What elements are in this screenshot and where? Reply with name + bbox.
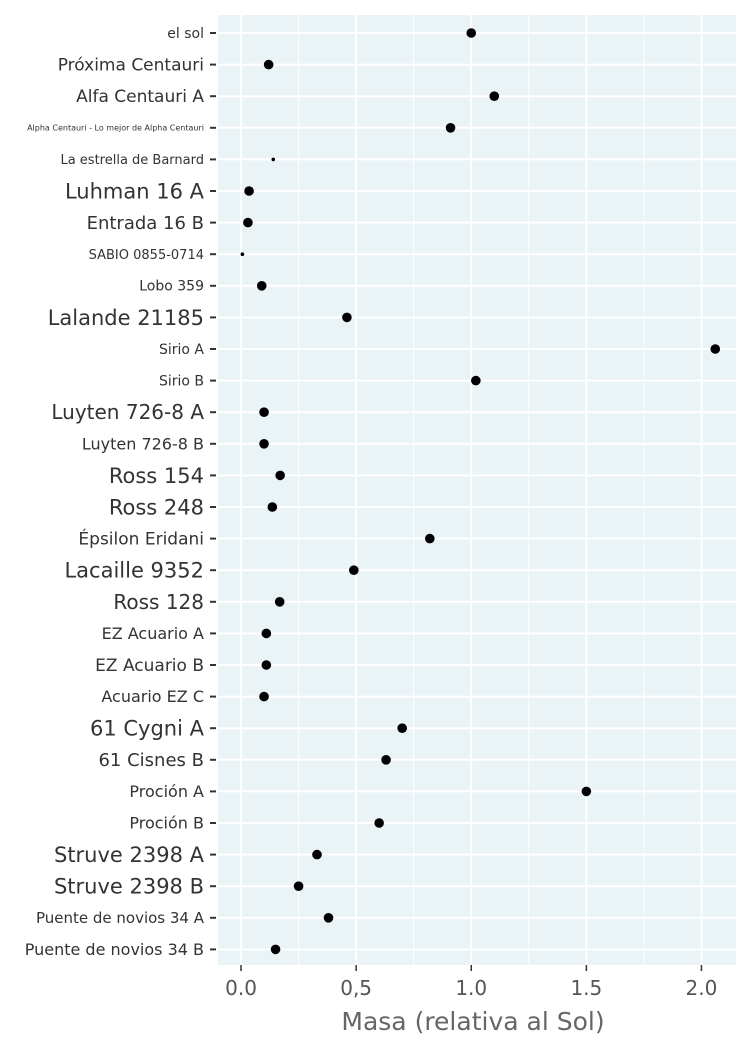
y-tick-label: Lalande 21185 [48, 306, 204, 330]
data-point [312, 849, 322, 860]
data-point [581, 786, 592, 797]
y-tick-label: Sirio A [159, 342, 204, 358]
y-tick-label: Lacaille 9352 [64, 559, 204, 583]
y-tick-label: SABIO 0855-0714 [89, 248, 204, 263]
x-tick-label: 1.5 [570, 976, 602, 1000]
data-point [425, 533, 435, 544]
data-point [381, 755, 391, 765]
x-tick-label: 0,5 [340, 976, 372, 1000]
y-tick-label: Proción A [129, 782, 204, 801]
data-point [261, 628, 272, 639]
y-tick-label: el sol [167, 26, 204, 42]
y-tick-label: Próxima Centauri [58, 56, 204, 76]
data-point [259, 407, 269, 418]
y-tick-label: Puente de novios 34 A [36, 909, 205, 927]
y-tick-label: EZ Acuario B [95, 656, 204, 676]
data-point [271, 157, 276, 162]
data-point [259, 691, 269, 702]
data-point [243, 217, 253, 228]
data-point [471, 375, 481, 386]
y-tick-label: Luyten 726-8 B [82, 434, 204, 453]
grid-lines [218, 15, 736, 965]
data-point [240, 252, 245, 256]
data-point [267, 502, 278, 512]
data-point [293, 881, 304, 891]
y-axis: el sol Próxima Centauri Alfa Centauri A Alp… [25, 26, 216, 959]
y-tick-label: Luhman 16 A [65, 179, 205, 203]
data-point [274, 597, 285, 607]
y-tick-label: Épsilon Eridani [78, 528, 204, 550]
data-point [349, 565, 359, 575]
y-tick-label: Entrada 16 B [87, 213, 204, 234]
x-tick-label: 0.0 [225, 976, 257, 1000]
y-tick-label: Luyten 726-8 A [51, 400, 204, 424]
data-point [374, 818, 384, 828]
y-tick-label: 61 Cygni A [90, 717, 205, 741]
plot-panel [218, 15, 736, 965]
y-tick-label: Struve 2398 B [54, 875, 204, 899]
y-tick-label: 61 Cisnes B [98, 750, 204, 771]
y-tick-label: Puente de novios 34 B [25, 940, 204, 959]
data-point [256, 281, 267, 291]
data-point [710, 344, 721, 354]
y-tick-label: Lobo 359 [139, 279, 204, 295]
y-tick-label: Acuario EZ C [101, 687, 204, 706]
data-point [445, 123, 456, 133]
x-tick-label: 1.0 [455, 976, 487, 1000]
data-point [397, 723, 407, 733]
data-point [244, 186, 254, 196]
data-point [270, 944, 281, 955]
x-axis: 0.0 0,5 1.0 1.5 2.0 [225, 965, 717, 1000]
y-tick-label: Proción B [129, 814, 204, 833]
x-axis-label: Masa (relativa al Sol) [341, 1007, 604, 1036]
data-point [275, 470, 285, 481]
y-tick-label: Sirio B [159, 374, 204, 390]
data-points [240, 28, 721, 955]
data-point [489, 91, 500, 101]
y-tick-label: La estrella de Barnard [60, 153, 204, 168]
y-tick-label: Alfa Centauri A [76, 87, 204, 107]
data-point [342, 312, 352, 323]
y-tick-label: Ross 128 [113, 590, 204, 614]
y-tick-label: Ross 248 [109, 495, 204, 519]
data-point [323, 913, 334, 923]
x-tick-label: 2.0 [686, 976, 718, 1000]
data-point [261, 660, 272, 670]
y-tick-label: Alpha Centauri - Lo mejor de Alpha Centa… [27, 124, 204, 133]
y-tick-label: EZ Acuario A [102, 624, 204, 643]
data-point [466, 28, 477, 38]
data-point [259, 439, 269, 449]
y-tick-label: Struve 2398 A [54, 843, 205, 867]
data-point [263, 59, 274, 70]
y-tick-label: Ross 154 [109, 464, 204, 488]
